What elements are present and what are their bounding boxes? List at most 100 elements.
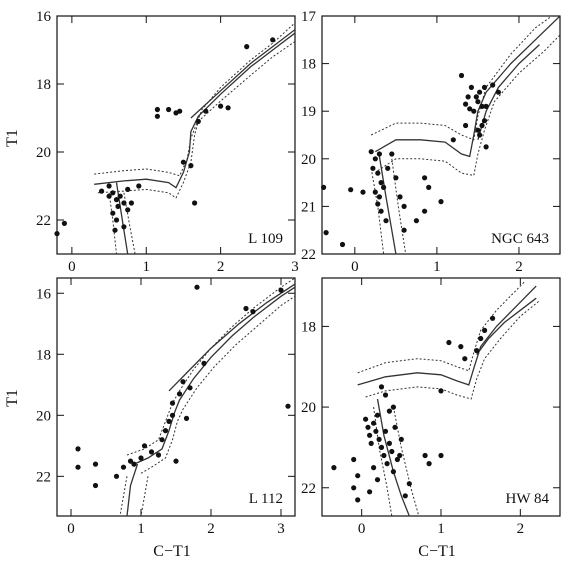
y-tick-label: 18 <box>36 347 51 363</box>
isochrone-solid <box>94 32 295 189</box>
star-point <box>176 391 183 397</box>
y-tick-label: 22 <box>301 481 316 497</box>
star-point <box>383 218 389 224</box>
star-point <box>121 224 127 230</box>
star-point <box>115 203 121 209</box>
star-point <box>201 360 207 366</box>
star-point <box>177 108 183 114</box>
star-point <box>422 175 428 181</box>
x-tick-label: 0 <box>67 521 75 537</box>
isochrone-solid <box>374 16 560 158</box>
star-point <box>54 231 60 237</box>
star-point <box>121 200 127 206</box>
y-tick-label: 20 <box>36 145 51 161</box>
star-point <box>110 190 116 196</box>
star-point <box>474 348 480 354</box>
star-point <box>438 452 444 459</box>
plot-frame <box>321 277 561 517</box>
isochrone-dashed <box>97 41 295 199</box>
star-point <box>194 284 200 290</box>
star-point <box>483 103 489 109</box>
star-point <box>106 193 112 199</box>
isochrone-dashed <box>391 158 407 254</box>
star-point <box>113 473 120 479</box>
isochrone-solid <box>378 156 397 254</box>
star-point <box>384 461 390 467</box>
star-point <box>394 456 400 463</box>
x-tick-label: 0 <box>358 521 366 537</box>
star-point <box>169 412 176 418</box>
star-point <box>371 420 377 426</box>
star-point <box>154 113 160 119</box>
star-point <box>482 327 488 333</box>
star-point <box>397 452 403 459</box>
y-tick-label: 18 <box>301 57 316 73</box>
star-point <box>368 440 374 446</box>
cluster-label: L 112 <box>249 491 283 507</box>
star-point <box>385 165 391 171</box>
isochrone-dashed <box>94 22 295 177</box>
star-point <box>378 444 385 450</box>
star-point <box>92 461 99 467</box>
isochrone-solid <box>476 297 537 355</box>
plot-frame <box>56 15 296 255</box>
star-point <box>61 220 67 226</box>
y-tick-label: 16 <box>36 286 52 302</box>
star-point <box>365 424 371 430</box>
star-point <box>381 184 387 190</box>
y-axis-label: T1 <box>4 129 21 147</box>
panel-l112: L 112 T1 C−T1 0 1 2 3 16 18 20 22 <box>4 277 296 560</box>
y-tick-label: 20 <box>301 152 316 168</box>
star-point <box>331 465 337 471</box>
x-tick-label: 2 <box>515 259 523 275</box>
isochrone-dashed <box>108 192 117 254</box>
star-point <box>374 477 381 483</box>
star-point <box>192 200 198 206</box>
star-point <box>481 84 488 90</box>
star-point <box>250 309 256 315</box>
star-point <box>112 227 118 233</box>
star-point <box>159 437 165 443</box>
star-point <box>374 412 381 418</box>
panel-l109: L 109 T1 0 1 2 3 16 18 20 22 <box>4 9 299 275</box>
isochrone-dashed <box>373 407 393 516</box>
isochrone-dashed <box>140 476 149 516</box>
star-point <box>136 183 142 189</box>
isochrone-solid <box>477 44 540 140</box>
star-point <box>389 151 395 157</box>
x-tick-label: 2 <box>517 521 525 537</box>
x-tick-label: 1 <box>433 259 441 275</box>
star-point <box>110 210 116 216</box>
y-tick-label: 20 <box>36 408 51 424</box>
star-point <box>155 452 162 458</box>
star-point <box>131 461 137 467</box>
star-point <box>218 103 224 109</box>
star-point <box>402 493 408 499</box>
y-tick-label: 22 <box>36 469 51 485</box>
star-point <box>478 335 484 342</box>
star-point <box>401 227 407 233</box>
isochrone-solid <box>133 286 295 465</box>
isochrone-dashed <box>126 278 295 456</box>
isochrone-dashed <box>370 168 385 254</box>
isochrone-dashed <box>365 299 541 400</box>
isochrone-dashed <box>377 34 560 177</box>
star-point <box>382 392 389 398</box>
isochrone-solid <box>357 285 537 386</box>
star-point <box>375 201 381 207</box>
star-point <box>106 183 112 189</box>
star-point <box>127 458 134 464</box>
star-point <box>450 137 456 143</box>
star-point <box>120 464 127 470</box>
star-point <box>75 464 81 470</box>
y-tick-label: 18 <box>36 77 51 93</box>
y-tick-label: 18 <box>301 319 316 335</box>
star-point <box>372 156 378 162</box>
star-point <box>323 230 329 236</box>
star-point <box>378 180 384 186</box>
x-tick-label: 2 <box>207 521 215 537</box>
star-point <box>154 106 160 113</box>
isochrone-dashed <box>119 476 128 516</box>
star-point <box>376 436 382 442</box>
